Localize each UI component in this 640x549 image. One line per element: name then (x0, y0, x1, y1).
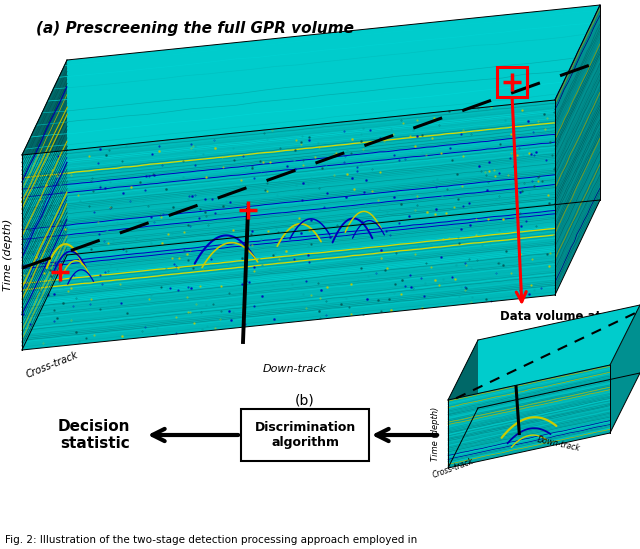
Bar (497, 67, 527, 97)
Text: Fig. 2: Illustration of the two-stage detection processing approach employed in: Fig. 2: Illustration of the two-stage de… (5, 535, 417, 545)
Polygon shape (448, 305, 640, 400)
Polygon shape (448, 340, 478, 468)
Polygon shape (22, 100, 555, 350)
Polygon shape (22, 5, 600, 155)
Polygon shape (448, 365, 610, 468)
Polygon shape (22, 60, 67, 350)
Text: (b): (b) (295, 393, 315, 407)
Polygon shape (555, 5, 600, 295)
Polygon shape (610, 305, 640, 433)
Text: (a) Prescreening the full GPR volume: (a) Prescreening the full GPR volume (36, 20, 354, 36)
Text: Discrimination
algorithm: Discrimination algorithm (254, 421, 356, 449)
Text: Cross-track: Cross-track (431, 457, 475, 480)
Text: Decision
statistic: Decision statistic (58, 419, 130, 451)
Text: Time (depth): Time (depth) (431, 407, 440, 461)
Text: Down-track: Down-track (537, 435, 581, 453)
Text: Down-track: Down-track (263, 364, 327, 374)
Text: Cross-track: Cross-track (24, 350, 79, 380)
Text: Time (depth): Time (depth) (3, 219, 13, 291)
Text: Data volume at an alarm
location: Data volume at an alarm location (500, 310, 640, 338)
Bar (241, 409, 369, 461)
